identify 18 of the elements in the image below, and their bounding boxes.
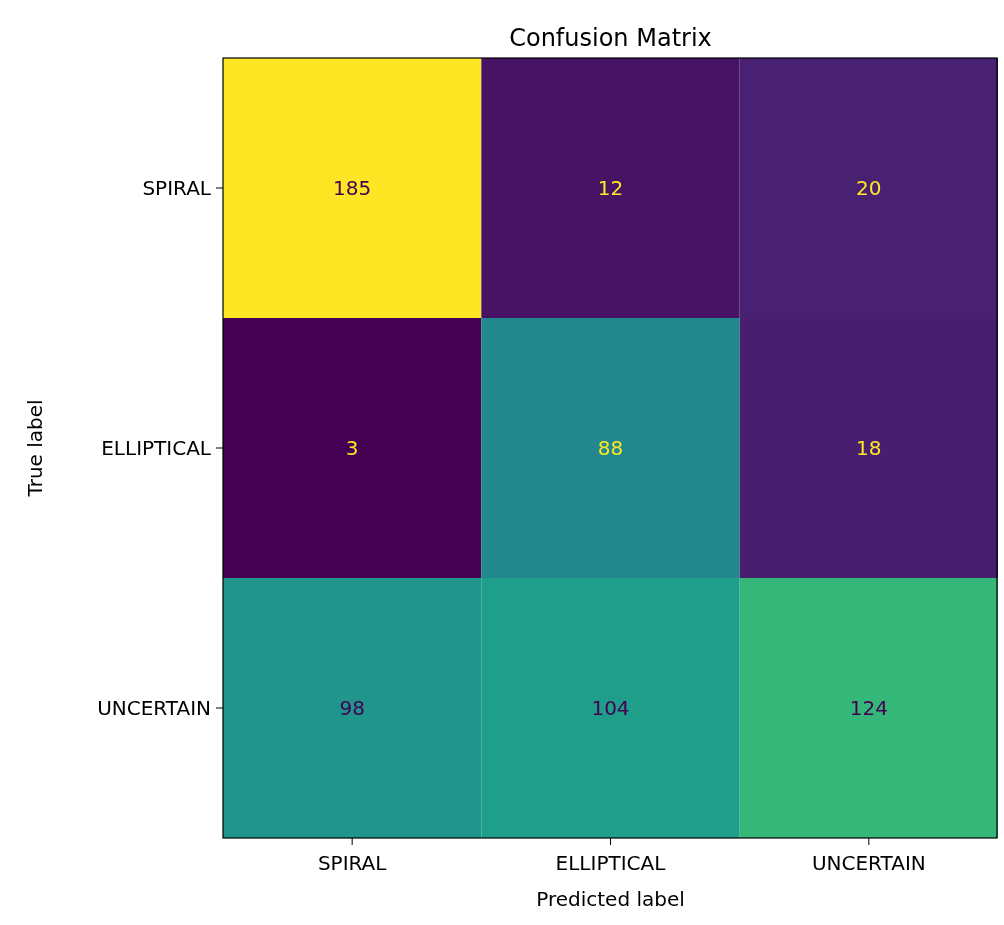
y-tick-label: SPIRAL <box>142 176 212 200</box>
chart-title: Confusion Matrix <box>509 24 712 52</box>
y-axis-title: True label <box>23 399 47 498</box>
data-label: 20 <box>856 176 882 200</box>
data-label: 88 <box>597 436 624 460</box>
x-tick-label: ELLIPTICAL <box>555 851 667 875</box>
data-label: 98 <box>339 696 365 720</box>
data-label: 3 <box>345 436 359 460</box>
x-tick-label: SPIRAL <box>317 851 388 875</box>
y-tick-label: UNCERTAIN <box>97 696 211 720</box>
y-tick-label: ELLIPTICAL <box>101 436 212 460</box>
data-label: 12 <box>597 176 624 200</box>
x-axis-title: Predicted label <box>536 887 685 911</box>
data-label: 18 <box>856 436 882 460</box>
x-tick-label: UNCERTAIN <box>811 851 926 875</box>
data-label: 104 <box>591 696 630 720</box>
data-label: 124 <box>849 696 888 720</box>
data-label: 185 <box>333 176 372 200</box>
